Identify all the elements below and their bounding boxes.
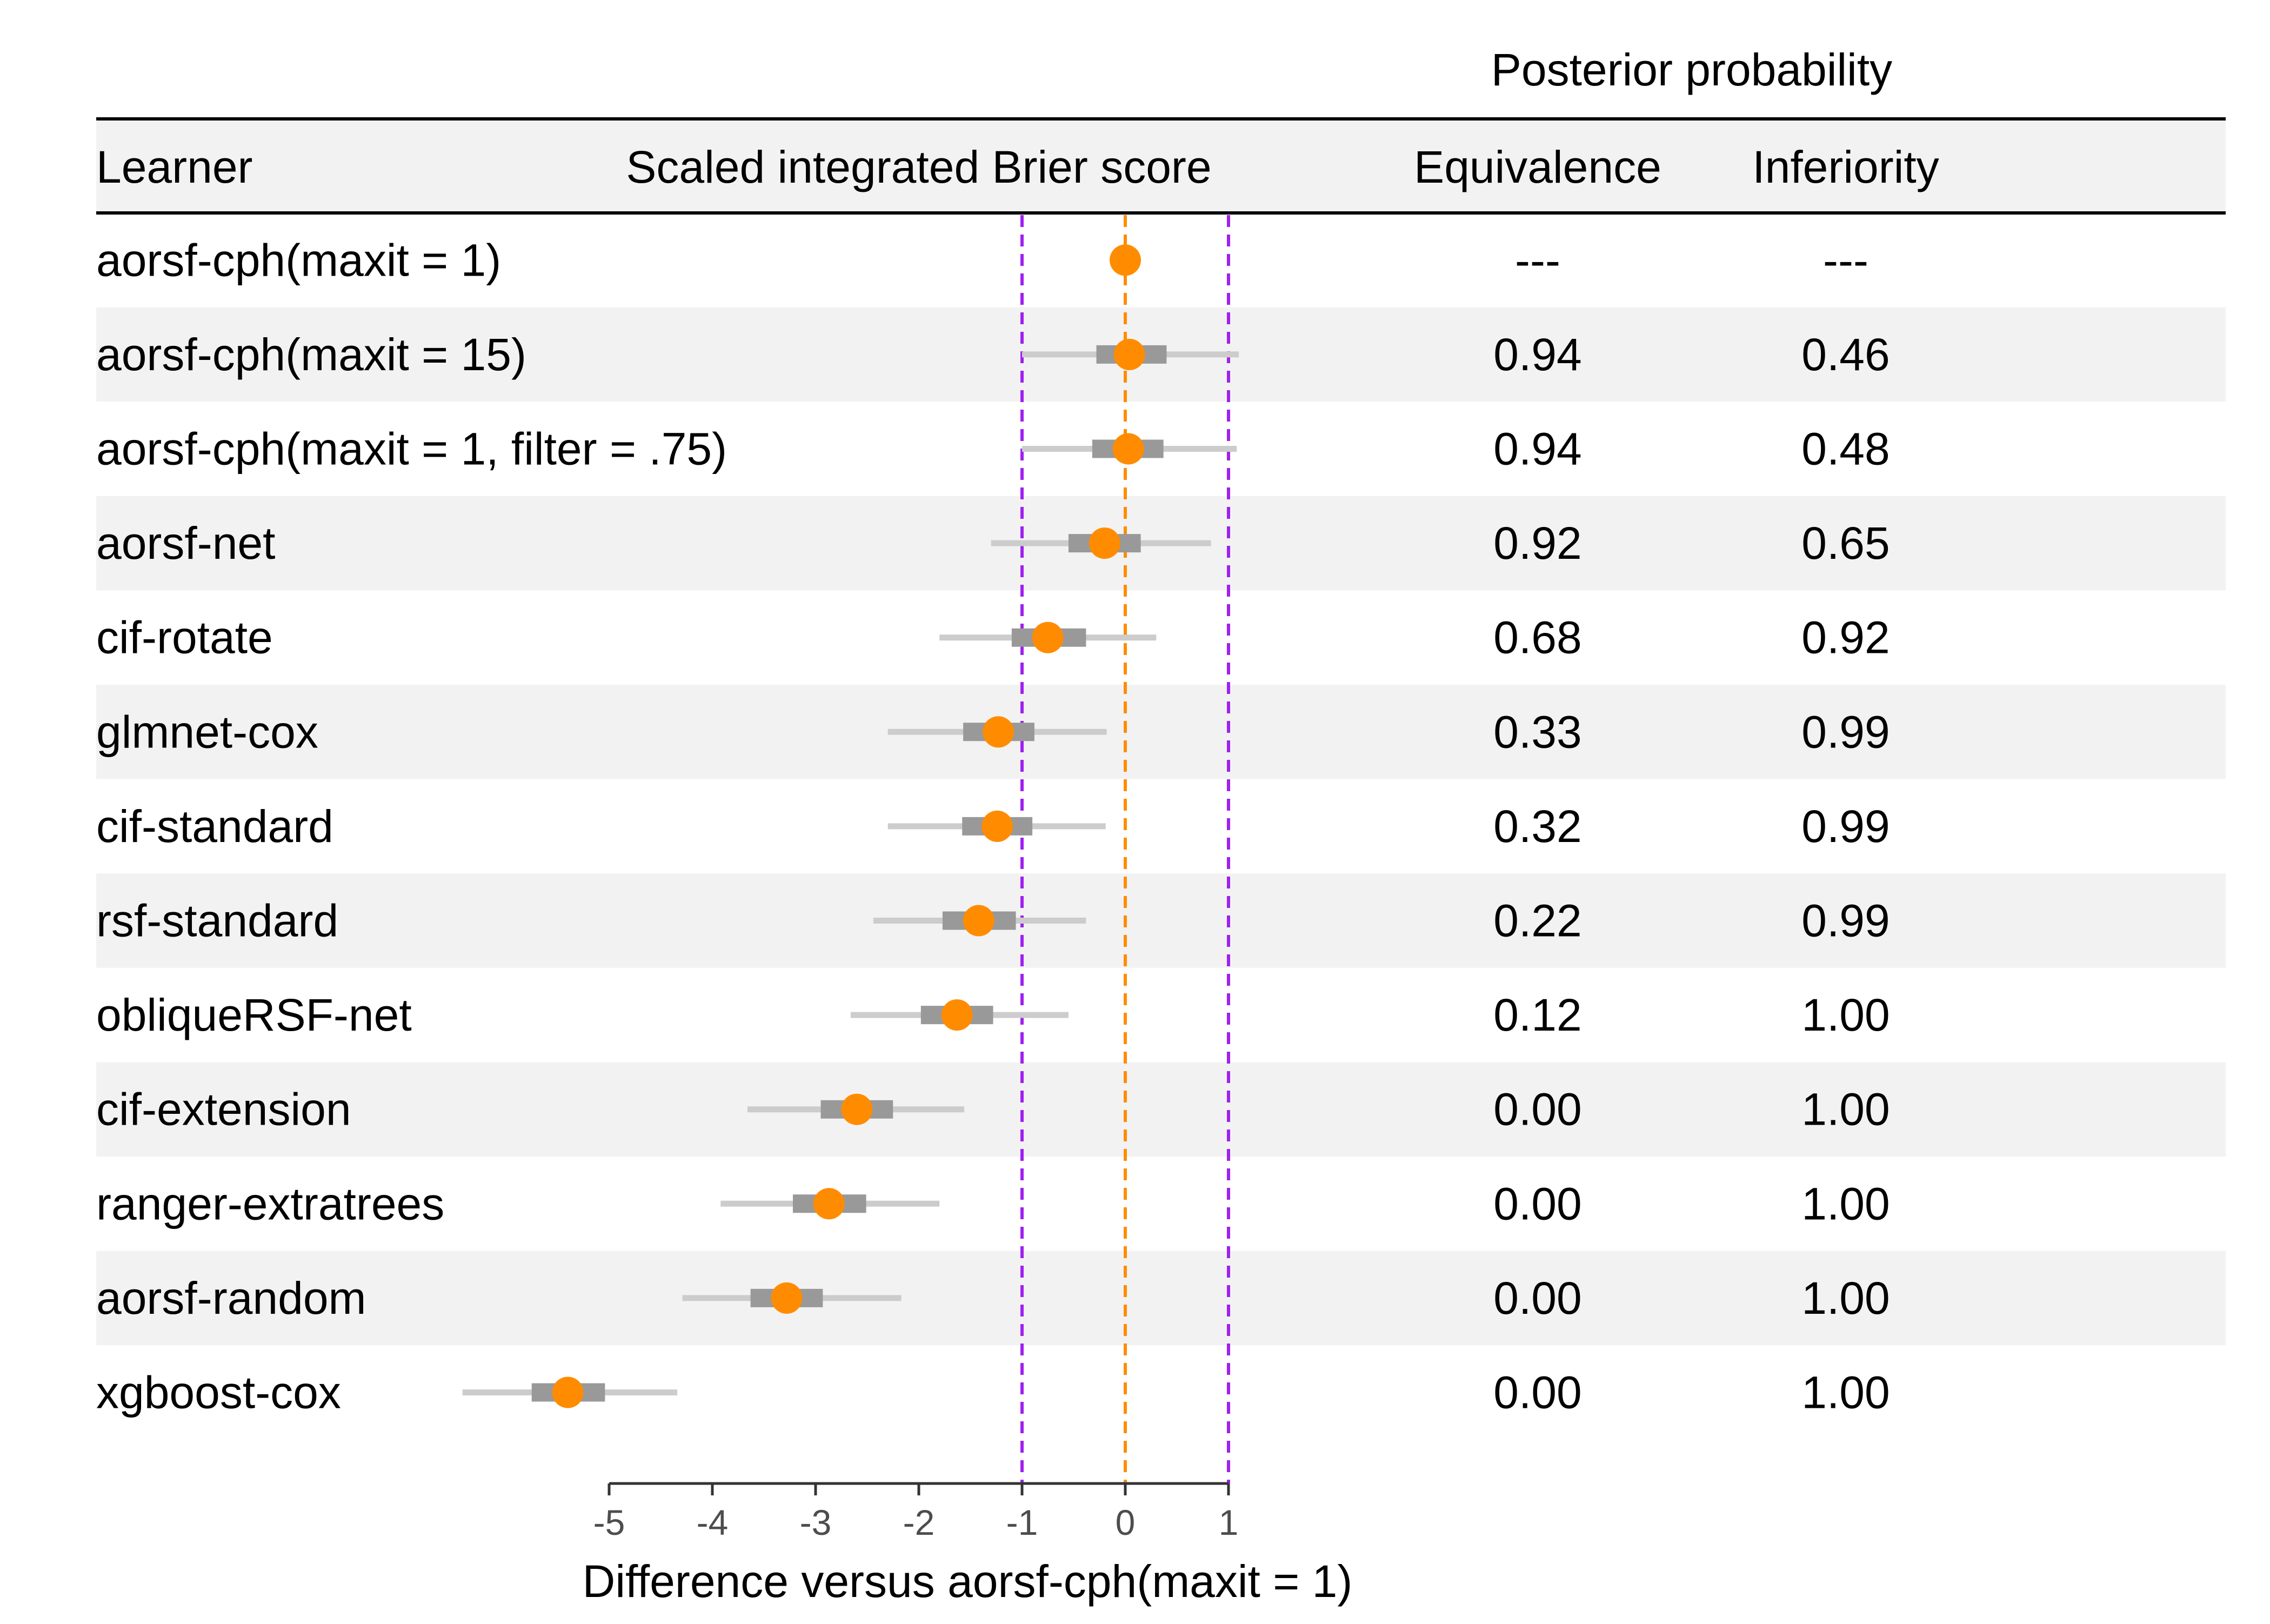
point-estimate — [1110, 244, 1141, 276]
inferiority-value: 1.00 — [1801, 990, 1890, 1040]
equivalence-value: 0.00 — [1493, 1273, 1582, 1324]
row-stripe — [96, 1062, 2226, 1157]
learner-label: aorsf-cph(maxit = 1, filter = .75) — [96, 424, 727, 474]
inferiority-value: --- — [1823, 235, 1868, 285]
equivalence-value: 0.68 — [1493, 612, 1582, 663]
equivalence-value: 0.22 — [1493, 895, 1582, 946]
learner-label: aorsf-cph(maxit = 1) — [96, 235, 501, 285]
point-estimate — [841, 1093, 873, 1125]
point-estimate — [982, 810, 1013, 842]
point-estimate — [983, 716, 1014, 748]
x-tick-label: -4 — [697, 1502, 729, 1542]
inferiority-value: 0.99 — [1801, 706, 1890, 757]
equivalence-column-header: Equivalence — [1414, 142, 1661, 192]
row-stripe — [96, 1251, 2226, 1346]
equivalence-value: --- — [1515, 235, 1560, 285]
learner-label: ranger-extratrees — [96, 1178, 444, 1229]
point-estimate — [813, 1188, 845, 1220]
x-tick-label: -2 — [903, 1502, 935, 1542]
row-stripes — [96, 307, 2226, 1346]
posterior-probability-group-title: Posterior probability — [1491, 44, 1892, 95]
row-stripe — [96, 873, 2226, 968]
row-text: aorsf-cph(maxit = 1) --- --- aorsf-cph(maxi… — [96, 235, 1890, 1418]
x-tick-label: -3 — [800, 1502, 832, 1542]
inferiority-value: 0.46 — [1801, 329, 1890, 380]
point-estimate — [1113, 338, 1145, 370]
x-tick-label: -1 — [1006, 1502, 1038, 1542]
inferiority-value: 1.00 — [1801, 1273, 1890, 1324]
learner-label: glmnet-cox — [96, 706, 318, 757]
learner-label: cif-extension — [96, 1084, 351, 1135]
x-tick-label: 1 — [1219, 1502, 1239, 1542]
equivalence-value: 0.33 — [1493, 706, 1582, 757]
learner-label: xgboost-cox — [96, 1367, 341, 1418]
point-estimate — [771, 1282, 803, 1314]
learner-label: aorsf-net — [96, 518, 276, 569]
inferiority-value: 0.48 — [1801, 424, 1890, 474]
equivalence-value: 0.00 — [1493, 1178, 1582, 1229]
inferiority-value: 0.92 — [1801, 612, 1890, 663]
inferiority-value: 0.65 — [1801, 518, 1890, 569]
x-axis-title: Difference versus aorsf-cph(maxit = 1) — [583, 1556, 1353, 1607]
equivalence-value: 0.00 — [1493, 1367, 1582, 1418]
row-stripe — [96, 685, 2226, 779]
learner-label: cif-rotate — [96, 612, 273, 663]
equivalence-value: 0.32 — [1493, 801, 1582, 852]
equivalence-value: 0.94 — [1493, 329, 1582, 380]
x-axis: -5 -4 -3 -2 -1 0 1 — [593, 1482, 1239, 1542]
learner-label: rsf-standard — [96, 895, 338, 946]
inferiority-value: 0.99 — [1801, 895, 1890, 946]
equivalence-value: 0.00 — [1493, 1084, 1582, 1135]
point-estimate — [941, 999, 973, 1031]
point-estimate — [552, 1376, 584, 1408]
inferiority-value: 1.00 — [1801, 1084, 1890, 1135]
inferiority-column-header: Inferiority — [1752, 142, 1939, 192]
score-column-header: Scaled integrated Brier score — [626, 142, 1211, 192]
learner-label: aorsf-cph(maxit = 15) — [96, 329, 526, 380]
interval-marks — [462, 244, 1239, 1408]
equivalence-value: 0.12 — [1493, 990, 1582, 1040]
inferiority-value: 1.00 — [1801, 1178, 1890, 1229]
x-tick-label: 0 — [1116, 1502, 1136, 1542]
equivalence-value: 0.94 — [1493, 424, 1582, 474]
learner-label: obliqueRSF-net — [96, 990, 412, 1040]
header-band — [96, 119, 2226, 213]
point-estimate — [963, 905, 994, 937]
learner-column-header: Learner — [96, 142, 253, 192]
reference-lines — [1020, 215, 1230, 1483]
inferiority-value: 1.00 — [1801, 1367, 1890, 1418]
x-tick-label: -5 — [593, 1502, 625, 1542]
inferiority-value: 0.99 — [1801, 801, 1890, 852]
learner-label: cif-standard — [96, 801, 333, 852]
point-estimate — [1089, 527, 1120, 559]
point-estimate — [1032, 621, 1064, 653]
learner-label: aorsf-random — [96, 1273, 366, 1324]
point-estimate — [1112, 433, 1144, 465]
equivalence-value: 0.92 — [1493, 518, 1582, 569]
